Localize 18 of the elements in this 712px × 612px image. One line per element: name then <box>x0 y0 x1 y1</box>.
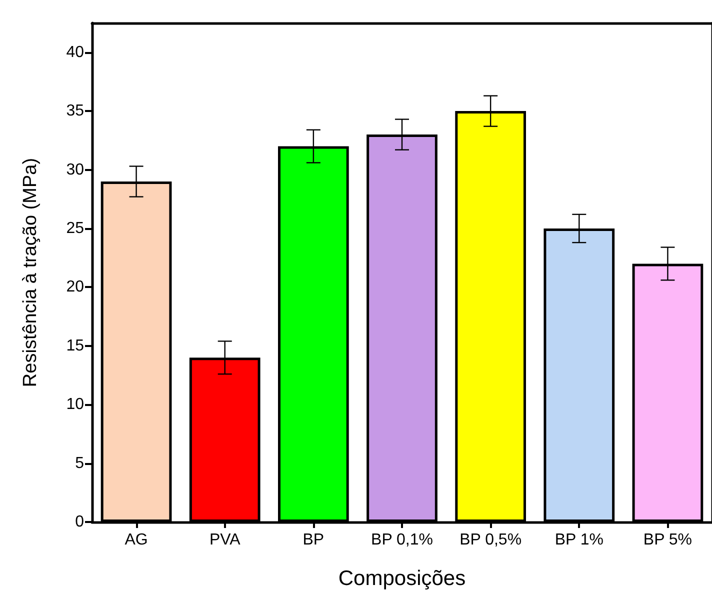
x-tick-label: PVA <box>209 532 241 548</box>
y-tick-label: 0 <box>75 514 84 530</box>
x-tick-label: BP 0,1% <box>371 532 433 548</box>
x-tick-label: BP 1% <box>554 532 604 548</box>
x-tick-label: BP 0,5% <box>460 532 522 548</box>
y-axis-title: Resistência à tração (MPa) <box>20 158 41 388</box>
x-tick-label: AG <box>124 532 148 548</box>
y-tick-label: 15 <box>66 337 84 354</box>
y-tick-label: 5 <box>75 454 84 472</box>
x-tick-label: BP <box>302 532 324 548</box>
y-tick-label: 25 <box>66 220 84 237</box>
y-tick-label: 10 <box>66 396 84 414</box>
x-axis-title: Composições <box>338 567 466 590</box>
y-tick-label: 20 <box>66 278 84 296</box>
y-tick-label: 35 <box>66 102 84 120</box>
y-tick-label: 40 <box>66 44 84 61</box>
y-tick-label: 30 <box>66 161 84 178</box>
x-tick-label: BP 5% <box>643 532 692 548</box>
